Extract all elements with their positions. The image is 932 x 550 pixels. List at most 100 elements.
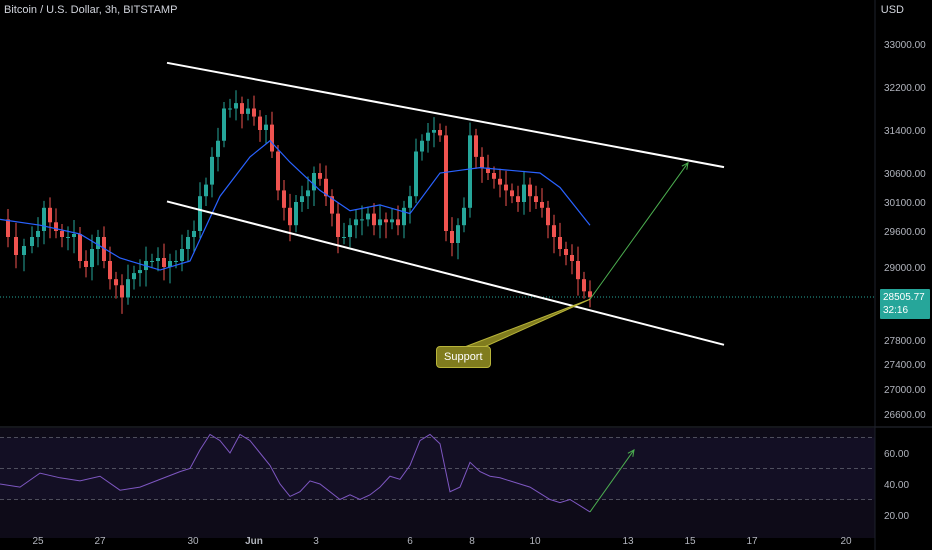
candle-body [150,261,154,262]
time-axis-tick-label: 27 [94,536,106,547]
candle-body [114,279,118,286]
candle-body [474,135,478,157]
price-axis-tick-label: 33000.00 [884,40,926,51]
candle-body [252,108,256,117]
time-axis-tick-label: 8 [469,536,475,547]
candle-body [174,261,178,262]
rsi-axis-tick-label: 20.00 [884,511,909,522]
candle-body [222,108,226,141]
candle-body [366,213,370,220]
candle-body [372,213,376,226]
price-axis-tick-label: 31400.00 [884,126,926,137]
candle-body [390,219,394,223]
symbol-title[interactable]: Bitcoin / U.S. Dollar, 3h, BITSTAMP [4,4,178,16]
candle-body [528,184,532,197]
rsi-projection-arrow-head [627,448,635,457]
candle-body [438,130,442,136]
candle-body [420,140,424,152]
time-axis-tick-label: 3 [313,536,319,547]
candle-body [240,103,244,114]
price-axis-tick-label: 27400.00 [884,360,926,371]
candle-body [60,231,64,237]
candle-body [14,237,18,255]
candle-body [378,219,382,226]
candle-body [342,237,346,238]
candle-body [156,258,160,261]
candle-body [354,219,358,226]
candle-body [210,156,214,185]
candle-body [258,116,262,130]
candle-body [564,249,568,255]
candle-body [552,225,556,237]
candle-body [558,237,562,249]
price-axis-tick-label: 30600.00 [884,169,926,180]
candle-body [42,207,46,231]
time-axis-tick-label: 6 [407,536,413,547]
candle-body [282,190,286,208]
rsi-axis-tick-label: 40.00 [884,480,909,491]
price-axis-tick-label: 32200.00 [884,83,926,94]
candle-body [96,237,100,249]
candle-body [216,140,220,157]
candle-body [348,225,352,237]
candle-body [120,285,124,298]
projection-arrow-line [589,162,689,300]
support-annotation[interactable]: Support [436,346,491,368]
candle-body [168,261,172,267]
candle-body [276,151,280,191]
candle-countdown: 32:16 [883,305,909,316]
price-axis-tick-label: 26600.00 [884,410,926,421]
candle-body [360,219,364,221]
candle-body [486,167,490,173]
candle-body [312,173,316,191]
candle-body [66,237,70,238]
candle-body [22,246,26,255]
candle-body [414,151,418,197]
candle-body [180,249,184,261]
rsi-projection-arrow-line [589,449,635,513]
candle-body [510,190,514,197]
candle-body [570,255,574,261]
candle-body [318,173,322,179]
candle-body [192,231,196,237]
candle-body [480,156,484,168]
support-callout-pointer [461,298,591,349]
price-axis-tick-label: 27800.00 [884,336,926,347]
price-axis-tick-label: 30100.00 [884,198,926,209]
candle-body [300,196,304,202]
candle-body [48,207,52,223]
candle-body [336,213,340,237]
candle-body [246,108,250,114]
last-price-value: 28505.77 [883,292,925,303]
candle-body [186,237,190,249]
time-axis-tick-label: Jun [245,536,263,547]
candle-body [432,130,436,133]
candle-body [504,184,508,191]
candle-body [408,196,412,208]
candle-body [468,135,472,208]
candle-body [306,190,310,197]
candle-body [576,261,580,280]
candle-body [462,207,466,226]
channel-lower-trendline [166,200,725,346]
candle-body [444,135,448,231]
moving-average-line [0,139,591,271]
rsi-axis-tick-label: 60.00 [884,449,909,460]
candle-body [534,196,538,202]
candle-body [516,196,520,202]
candle-body [36,231,40,237]
candle-body [426,132,430,141]
candle-body [294,202,298,226]
rsi-line [0,433,591,513]
price-axis-tick-label: 29000.00 [884,263,926,274]
candle-body [132,273,136,280]
price-axis-tick-label: 29600.00 [884,227,926,238]
time-axis-tick-label: 30 [187,536,199,547]
candle-body [228,108,232,110]
last-price-tag: 28505.77 32:16 [880,289,930,319]
candle-body [84,261,88,267]
candle-body [54,222,58,231]
candle-body [498,178,502,185]
